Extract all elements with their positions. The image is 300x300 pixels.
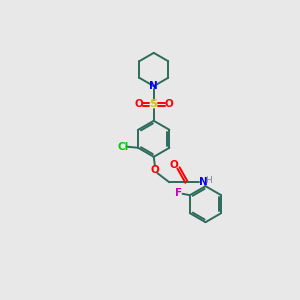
Text: H: H <box>206 176 212 185</box>
Text: O: O <box>164 99 173 109</box>
Text: O: O <box>170 160 179 170</box>
Text: O: O <box>134 99 143 109</box>
Text: F: F <box>175 188 182 198</box>
Text: N: N <box>149 81 158 91</box>
Text: S: S <box>150 99 158 109</box>
Text: O: O <box>151 164 159 175</box>
Text: N: N <box>199 177 208 187</box>
Text: Cl: Cl <box>117 142 128 152</box>
